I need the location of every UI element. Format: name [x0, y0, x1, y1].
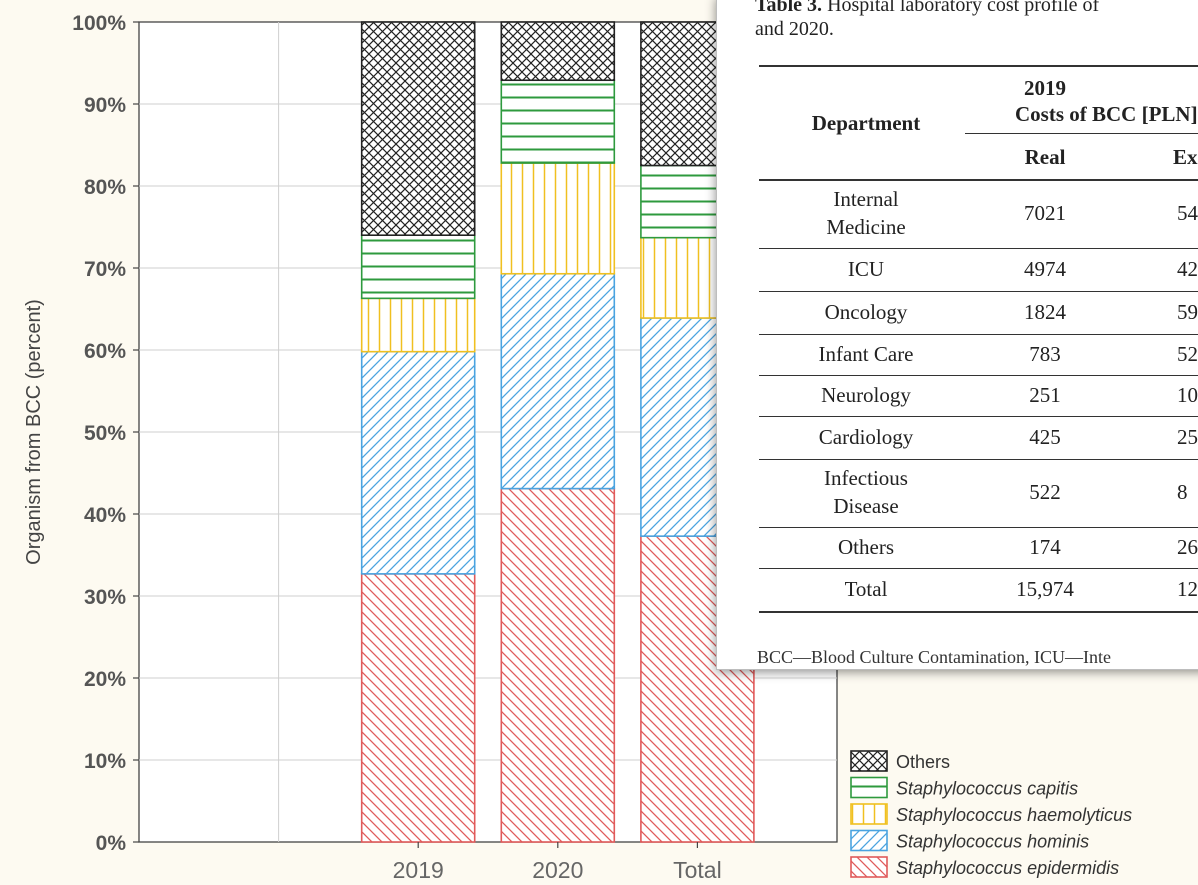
row-real-cost: 522	[1029, 480, 1061, 504]
y-tick-label: 20%	[84, 668, 126, 691]
bar-segment-staphylococcus-hominis-2019	[360, 350, 476, 575]
row-divider	[759, 334, 1198, 335]
table-caption-line2: and 2020.	[755, 18, 834, 40]
row-department: Infectious	[824, 466, 908, 490]
row-expected-cost: 8	[1177, 480, 1188, 504]
y-tick-label: 80%	[84, 176, 126, 199]
header-department: Department	[811, 111, 921, 135]
y-tick-label: 60%	[84, 340, 126, 363]
legend-swatch	[850, 776, 888, 799]
header-costs: Costs of BCC [PLN]	[1015, 102, 1198, 126]
bar-segment-staphylococcus-capitis-2019	[360, 234, 476, 300]
row-department: Oncology	[824, 299, 908, 324]
y-tick-label: 40%	[84, 504, 126, 527]
legend-swatch	[850, 750, 888, 772]
legend-swatch	[850, 856, 888, 878]
legend-label: Others	[896, 752, 950, 772]
table-footnote: BCC—Blood Culture Contamination, ICU—Int…	[757, 647, 1111, 667]
bar-segment-staphylococcus-epidermidis-2019	[360, 573, 476, 843]
bar-segment-staphylococcus-haemolyticus-2020	[500, 162, 616, 275]
bar-segment-staphylococcus-haemolyticus-2019	[360, 297, 476, 353]
row-department: Internal	[833, 187, 899, 211]
row-expected-cost: 25	[1177, 424, 1198, 449]
legend-label: Staphylococcus haemolyticus	[896, 805, 1132, 825]
row-expected-cost: 54	[1177, 201, 1198, 225]
bar-segment-staphylococcus-epidermidis-2020	[500, 487, 616, 843]
row-divider	[759, 568, 1198, 569]
row-real-cost: 783	[1029, 341, 1061, 366]
legend-label: Staphylococcus capitis	[896, 779, 1078, 799]
table-caption-line1: Table 3. Hospital laboratory cost profil…	[755, 0, 1100, 16]
row-real-cost: 174	[1029, 534, 1061, 559]
row-divider	[759, 248, 1198, 249]
row-divider	[759, 375, 1198, 376]
y-tick-label: 90%	[84, 94, 126, 117]
row-real-cost: 7021	[1024, 201, 1066, 225]
row-real-cost: 15,974	[1016, 576, 1074, 601]
row-expected-cost: 42	[1177, 256, 1198, 281]
row-department: Neurology	[821, 382, 911, 407]
header-year: 2019	[1024, 76, 1066, 100]
row-department-line2: Medicine	[826, 215, 906, 239]
row-divider	[759, 291, 1198, 292]
y-tick-label: 30%	[84, 586, 126, 609]
row-real-cost: 1824	[1024, 299, 1066, 324]
row-divider	[759, 416, 1198, 417]
bar-segment-others-2019	[360, 21, 476, 236]
row-department-line2: Disease	[833, 494, 899, 518]
row-divider	[759, 459, 1198, 460]
row-department: ICU	[847, 256, 885, 281]
row-expected-cost: 59	[1177, 299, 1198, 324]
header-real: Real	[1024, 145, 1066, 169]
y-tick-label: 10%	[84, 750, 126, 773]
x-tick-label: 2019	[393, 857, 444, 883]
row-expected-cost: 12,	[1177, 576, 1198, 601]
row-expected-cost: 10	[1177, 382, 1198, 407]
bar-segment-others-2020	[500, 21, 616, 82]
y-tick-label: 100%	[72, 12, 126, 35]
row-real-cost: 425	[1029, 424, 1061, 449]
legend-label: Staphylococcus epidermidis	[896, 858, 1119, 878]
table-popup: Table 3. Hospital laboratory cost profil…	[716, 0, 1198, 670]
x-tick-label: 2020	[532, 857, 583, 883]
row-divider	[759, 611, 1198, 613]
x-tick-label: Total	[673, 857, 722, 883]
legend-swatch	[850, 803, 888, 825]
bar-segment-staphylococcus-hominis-2020	[500, 272, 616, 490]
y-tick-label: 70%	[84, 258, 126, 281]
y-tick-label: 50%	[84, 422, 126, 445]
row-department: Cardiology	[818, 424, 914, 449]
row-department: Infant Care	[818, 341, 914, 366]
legend-label: Staphylococcus hominis	[896, 832, 1089, 852]
legend-swatch	[850, 829, 888, 852]
y-axis-label: Organism from BCC (percent)	[23, 299, 45, 565]
row-real-cost: 4974	[1024, 256, 1066, 281]
row-department: Others	[838, 534, 894, 559]
row-department: Total	[844, 576, 888, 601]
row-real-cost: 251	[1029, 382, 1061, 407]
row-divider	[759, 527, 1198, 528]
header-expected: Ex	[1173, 145, 1198, 169]
row-expected-cost: 26	[1177, 534, 1198, 559]
row-expected-cost: 52	[1177, 341, 1198, 366]
bar-segment-staphylococcus-capitis-2020	[500, 79, 616, 164]
y-tick-label: 0%	[96, 832, 127, 855]
